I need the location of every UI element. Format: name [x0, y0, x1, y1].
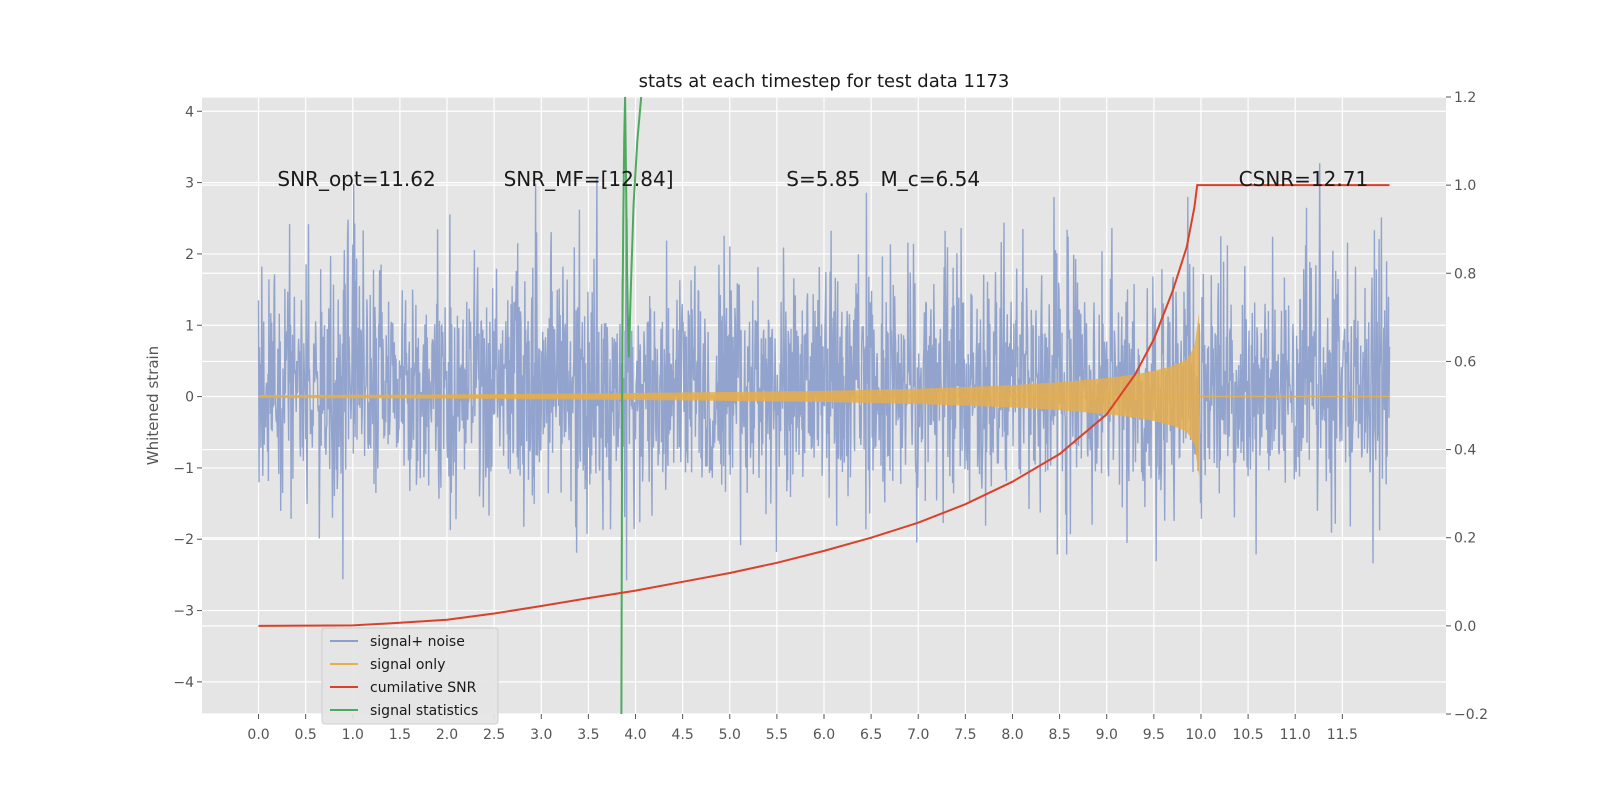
y-tick-label: 2: [185, 247, 194, 263]
y-tick-label: −1: [173, 461, 194, 477]
x-tick-label: 1.0: [342, 727, 364, 743]
x-tick-label: 10.0: [1185, 727, 1216, 743]
series-cumulative-snr-line: [258, 184, 1390, 627]
legend-entry: cumilative SNR: [370, 680, 477, 696]
x-tick-label: 0.5: [295, 727, 317, 743]
y-right-tick-label: 0.2: [1454, 531, 1476, 547]
y-right-tick-label: −0.2: [1454, 707, 1488, 723]
x-tick-label: 2.0: [436, 727, 458, 743]
legend-entry: signal+ noise: [370, 634, 465, 650]
x-tick-label: 2.5: [483, 727, 505, 743]
x-tick-label: 4.5: [672, 727, 694, 743]
legend-box: [321, 627, 499, 725]
x-tick-label: 7.5: [954, 727, 976, 743]
x-tick-label: 3.0: [530, 727, 552, 743]
annotation: SNR_MF=[12.84]: [504, 167, 674, 191]
x-tick-label: 5.5: [766, 727, 788, 743]
x-tick-label: 5.0: [719, 727, 741, 743]
y-right-tick-label: 0.4: [1454, 443, 1476, 459]
y-right-tick-label: 1.2: [1454, 90, 1476, 106]
legend-entry: signal statistics: [370, 703, 478, 719]
grid: [202, 96, 1446, 715]
x-tick-label: 10.5: [1233, 727, 1264, 743]
x-tick-label: 8.5: [1048, 727, 1070, 743]
y-tick-label: −3: [173, 604, 194, 620]
x-tick-label: 11.5: [1327, 727, 1358, 743]
legend-entry: signal only: [370, 657, 445, 673]
annotation: SNR_opt=11.62: [277, 167, 435, 191]
x-tick-label: 9.0: [1096, 727, 1118, 743]
y-tick-label: 3: [185, 176, 194, 192]
y-right-tick-label: 0.8: [1454, 266, 1476, 282]
x-tick-label: 7.0: [907, 727, 929, 743]
y-tick-label: 0: [185, 390, 194, 406]
series-signal-noise-line: [257, 163, 1391, 581]
chart-title: stats at each timestep for test data 117…: [639, 71, 1010, 92]
y-tick-label: 1: [185, 318, 194, 334]
series-signal-statistics-line: [620, 97, 643, 714]
x-tick-label: 0.0: [247, 727, 269, 743]
x-tick-label: 6.0: [813, 727, 835, 743]
x-tick-label: 6.5: [860, 727, 882, 743]
y-tick-label: −4: [173, 675, 194, 691]
annotation: S=5.85: [786, 167, 860, 191]
y-tick-label: −2: [173, 532, 194, 548]
x-tick-label: 1.5: [389, 727, 411, 743]
series-layer: [257, 97, 1391, 714]
y-right-tick-label: 0.0: [1454, 619, 1476, 635]
annotation: CSNR=12.71: [1239, 167, 1369, 191]
annotation: M_c=6.54: [881, 167, 981, 191]
legend: signal+ noise signal only cumilative SNR si…: [321, 627, 499, 725]
annotations: SNR_opt=11.62 SNR_MF=[12.84] S=5.85 M_c=6.5…: [277, 167, 1368, 191]
x-tick-label: 11.0: [1280, 727, 1311, 743]
y-right-tick-label: 0.6: [1454, 354, 1476, 370]
y-axis-label: Whitened strain: [144, 346, 162, 465]
series-signal-only-fill: [258, 312, 1200, 477]
x-tick-label: 4.0: [624, 727, 646, 743]
axes: 0.0 0.5 1.0 1.5 2.0 2.5 3.0 3.5 4.0 4.5 5.0 5.5 6.0 6…: [173, 90, 1488, 743]
x-tick-label: 3.5: [577, 727, 599, 743]
x-tick-label: 9.5: [1143, 727, 1165, 743]
x-tick-label: 8.0: [1001, 727, 1023, 743]
y-right-tick-label: 1.0: [1454, 178, 1476, 194]
y-tick-label: 4: [185, 104, 194, 120]
